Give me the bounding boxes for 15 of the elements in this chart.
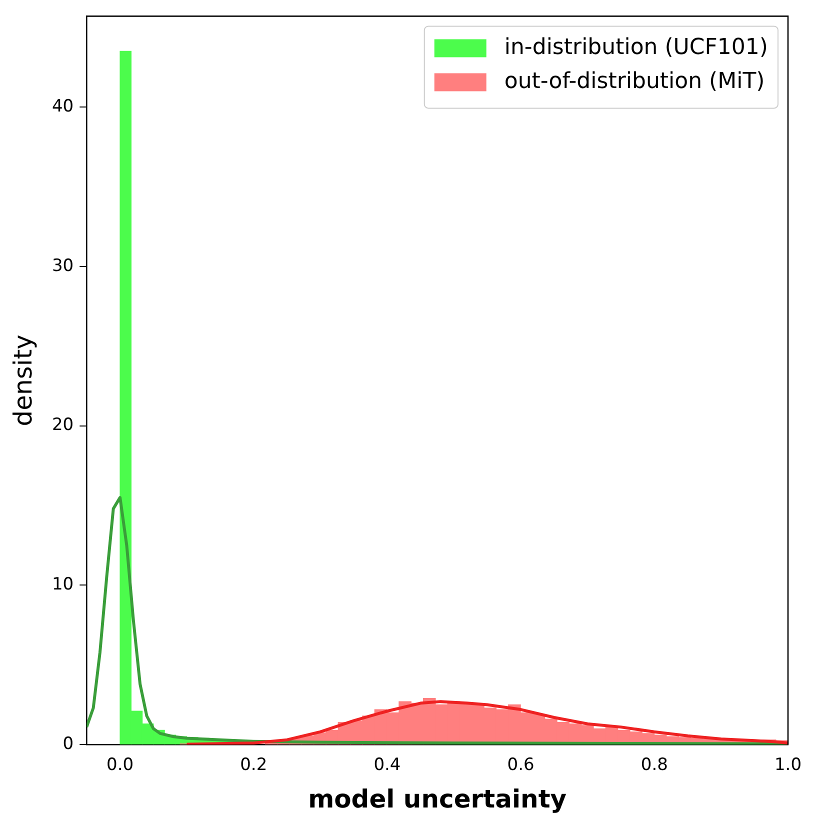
x-axis-title: model uncertainty — [308, 784, 567, 814]
y-tick-label: 10 — [52, 574, 74, 595]
y-tick-label: 30 — [52, 256, 74, 276]
x-tick-label: 1.0 — [774, 755, 802, 776]
y-tick-label: 20 — [52, 415, 74, 436]
x-tick-label: 0.6 — [507, 755, 534, 776]
legend-label: in-distribution (UCF101) — [504, 34, 768, 60]
x-tick-label: 0.0 — [106, 755, 134, 776]
legend-label: out-of-distribution (MiT) — [504, 68, 765, 94]
x-tick-label: 0.8 — [640, 755, 668, 776]
y-tick-label: 0 — [62, 734, 74, 754]
x-tick-label: 0.4 — [374, 755, 401, 776]
x-tick-label: 0.2 — [240, 755, 268, 776]
y-tick-label: 40 — [52, 96, 74, 116]
y-axis-title: density — [8, 334, 38, 426]
